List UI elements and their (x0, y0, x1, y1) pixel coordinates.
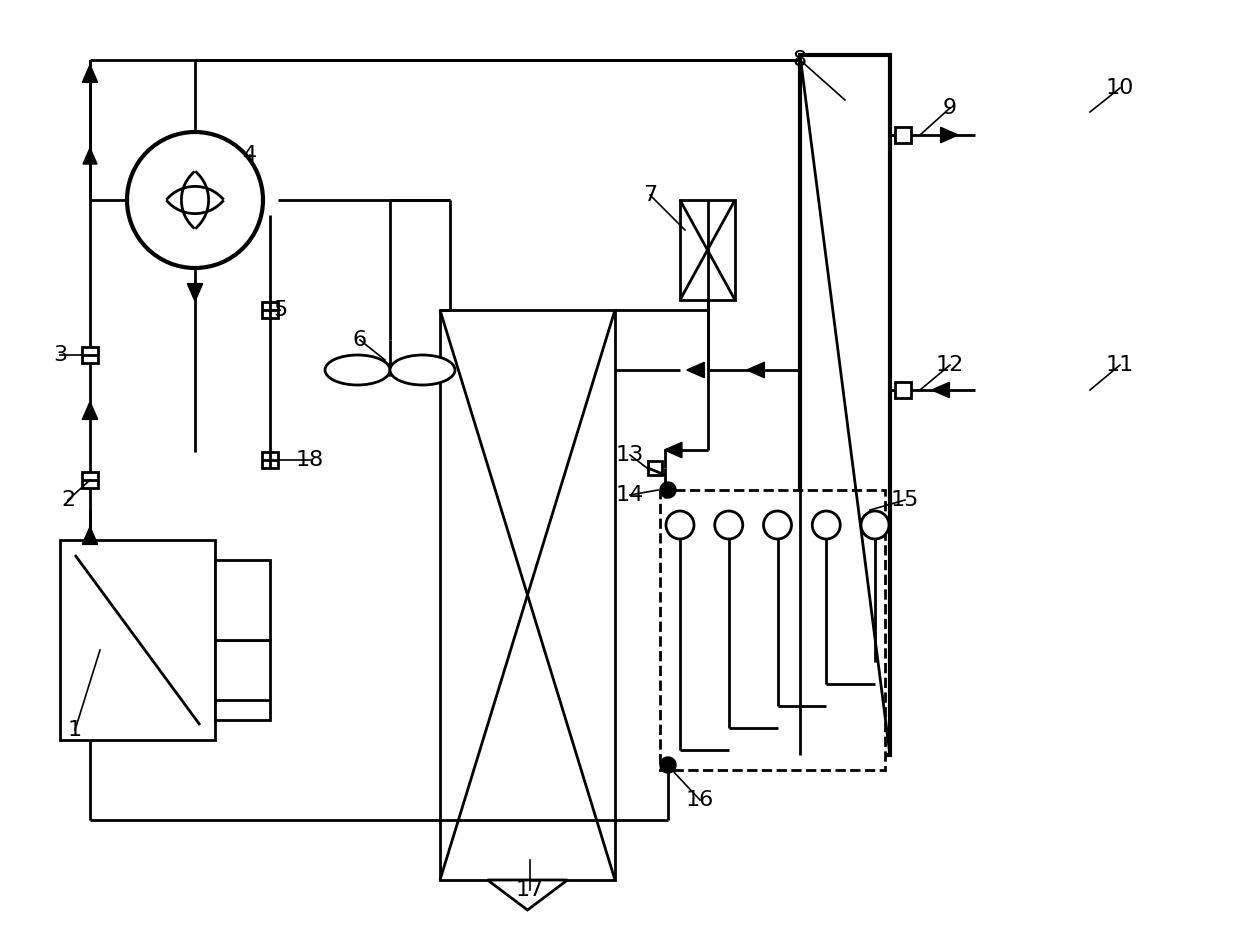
Circle shape (660, 482, 676, 498)
Polygon shape (746, 362, 764, 378)
Circle shape (714, 511, 743, 539)
Polygon shape (665, 442, 682, 458)
Circle shape (764, 511, 791, 539)
Circle shape (812, 511, 841, 539)
Bar (215, 560, 270, 640)
Polygon shape (82, 402, 98, 420)
Bar (60, 540, 215, 740)
Bar (895, 127, 911, 143)
Circle shape (660, 757, 676, 773)
Bar (660, 490, 885, 770)
Text: 1: 1 (68, 720, 82, 740)
Text: 10: 10 (1106, 78, 1135, 98)
Text: 14: 14 (616, 485, 644, 505)
Bar (82, 472, 98, 488)
Polygon shape (82, 527, 98, 544)
Text: 18: 18 (296, 450, 324, 470)
Text: 9: 9 (942, 98, 957, 118)
Text: 5: 5 (273, 300, 288, 320)
Text: 3: 3 (53, 345, 67, 365)
Bar (440, 310, 615, 880)
Text: 17: 17 (516, 880, 544, 900)
Text: 7: 7 (642, 185, 657, 205)
Bar (262, 452, 278, 468)
Text: 4: 4 (243, 145, 257, 165)
Polygon shape (82, 64, 98, 82)
Ellipse shape (391, 355, 455, 385)
Text: 11: 11 (1106, 355, 1135, 375)
Polygon shape (941, 127, 959, 143)
Bar (649, 461, 662, 475)
Circle shape (384, 364, 396, 376)
Text: 12: 12 (936, 355, 965, 375)
Text: 15: 15 (890, 490, 919, 510)
Text: 13: 13 (616, 445, 644, 465)
Polygon shape (487, 880, 568, 910)
Text: 2: 2 (61, 490, 76, 510)
Text: 16: 16 (686, 790, 714, 810)
Ellipse shape (325, 355, 391, 385)
Polygon shape (83, 148, 97, 164)
Bar (82, 347, 98, 363)
Text: 6: 6 (353, 330, 367, 350)
Bar (800, 55, 890, 755)
Polygon shape (187, 284, 202, 301)
Bar (262, 302, 278, 318)
Bar (215, 640, 270, 720)
Circle shape (861, 511, 889, 539)
Polygon shape (931, 383, 950, 397)
Bar (680, 200, 735, 300)
Circle shape (666, 511, 694, 539)
Polygon shape (687, 362, 704, 378)
Text: 8: 8 (792, 50, 807, 70)
Bar (895, 382, 911, 398)
Circle shape (126, 132, 263, 268)
